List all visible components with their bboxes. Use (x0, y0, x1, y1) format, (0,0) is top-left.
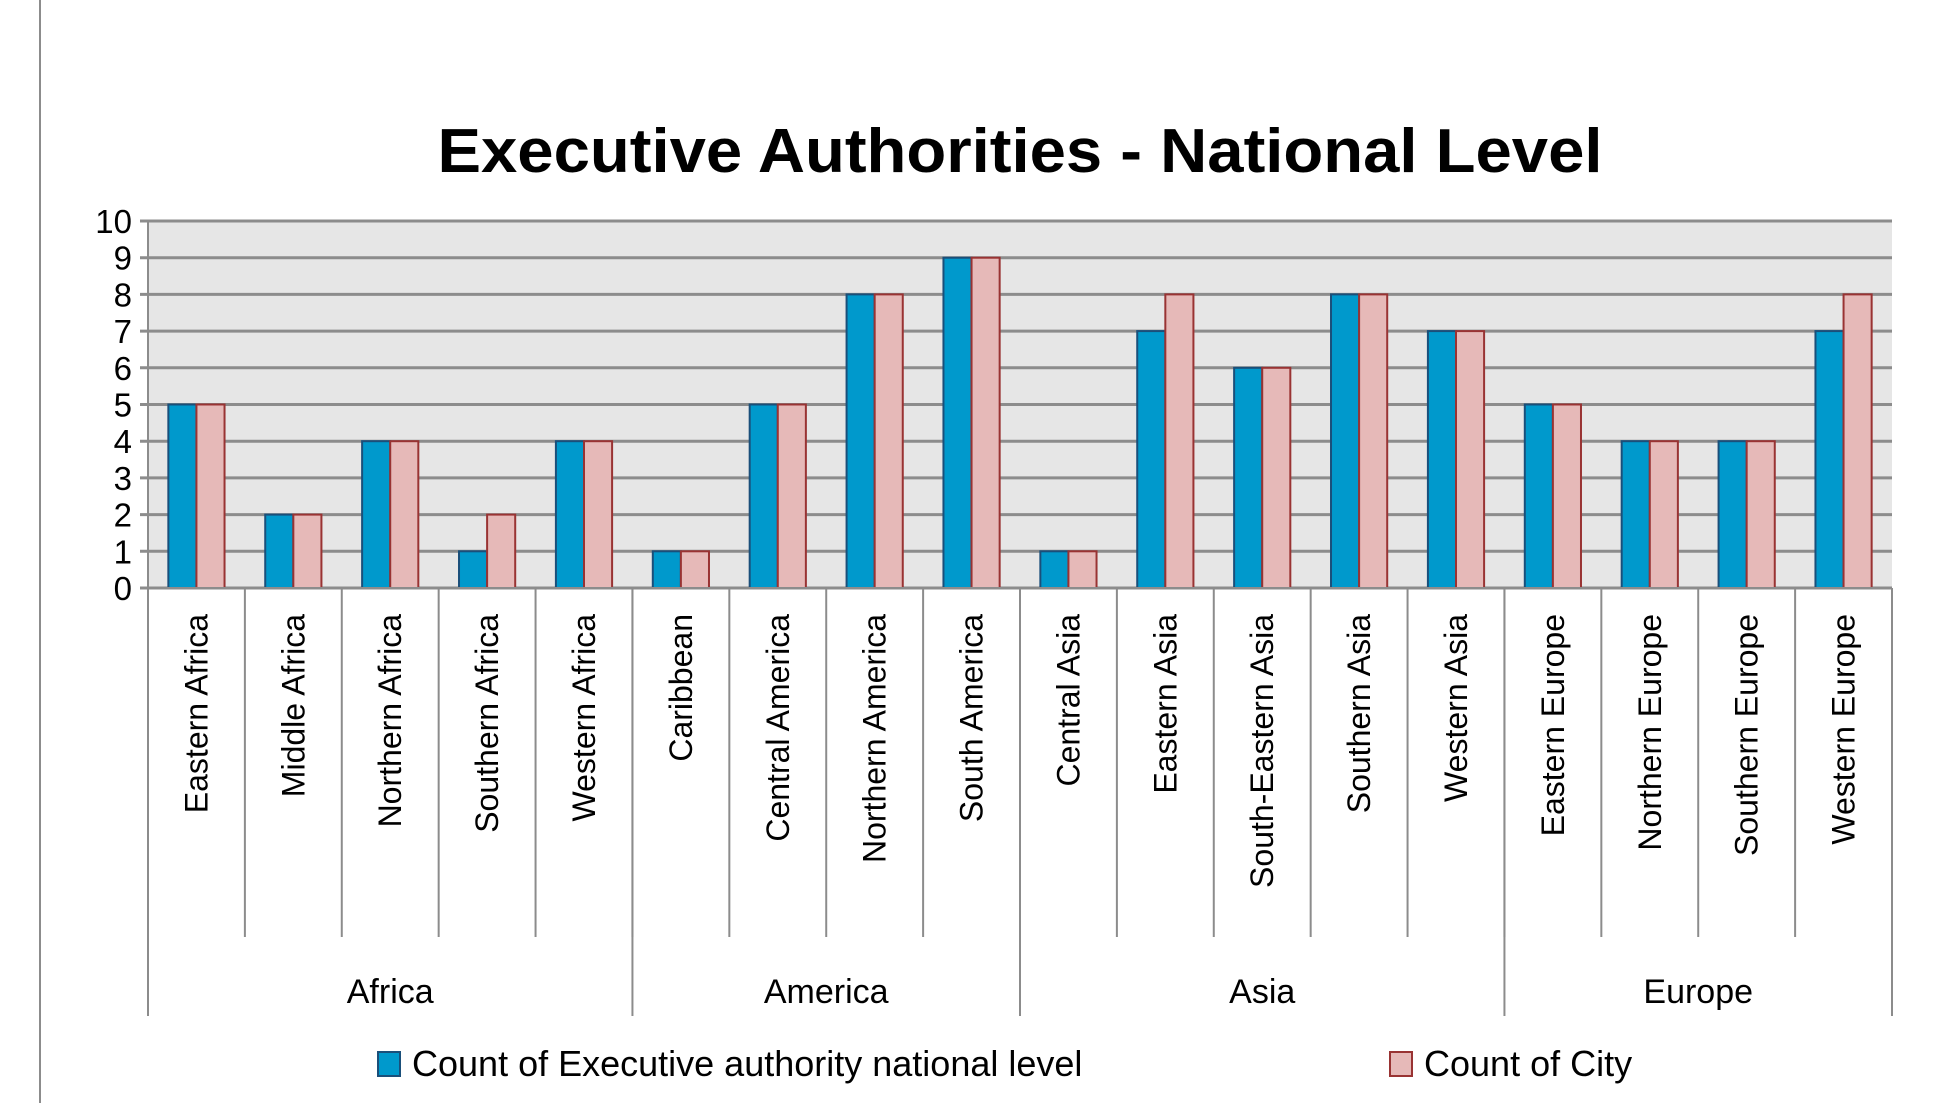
bar-executive (458, 550, 489, 589)
bar-city (1842, 293, 1873, 589)
bar-city (1067, 550, 1098, 589)
x-tick-label: Southern Africa (469, 614, 505, 833)
x-tick-label: Northern Africa (372, 614, 408, 828)
bar-executive (1620, 440, 1651, 590)
x-tick-label: Northern Europe (1632, 614, 1668, 851)
bar-executive (1039, 550, 1070, 589)
y-tick-label: 9 (114, 240, 132, 277)
legend-swatch (377, 1051, 401, 1077)
bar-city (1164, 293, 1195, 589)
bar-city (776, 403, 807, 589)
bar-city (1455, 330, 1486, 589)
x-tick-label: South America (954, 614, 990, 822)
x-tick-label: Middle Africa (275, 614, 311, 797)
y-tick-label: 0 (114, 570, 132, 607)
bar-executive (845, 293, 876, 589)
x-tick-label: Western Africa (566, 614, 602, 822)
x-tick-label: Eastern Africa (178, 614, 214, 813)
bar-executive (1523, 403, 1554, 589)
x-tick-label: Central America (760, 614, 796, 842)
bar-executive (264, 513, 295, 589)
bar-city (1745, 440, 1776, 590)
x-tick-label: Western Asia (1438, 614, 1474, 802)
legend-label: Count of Executive authority national le… (412, 1043, 1082, 1084)
bar-city (195, 403, 226, 589)
x-tick-label: Southern Asia (1341, 614, 1377, 813)
y-tick-label: 5 (114, 387, 132, 424)
y-tick-label: 8 (114, 276, 132, 313)
y-tick-label: 7 (114, 313, 132, 350)
legend-label: Count of City (1424, 1043, 1632, 1084)
x-tick-label: Western Europe (1826, 614, 1862, 845)
y-tick-label: 2 (114, 497, 132, 534)
bar-city (679, 550, 710, 589)
x-tick-label: Southern Europe (1729, 614, 1765, 856)
bar-executive (167, 403, 198, 589)
y-tick-label: 6 (114, 350, 132, 387)
bar-city (1648, 440, 1679, 590)
bar-executive (361, 440, 392, 590)
legend: Count of Executive authority national le… (377, 1043, 1632, 1084)
bar-executive (1717, 440, 1748, 590)
x-tick-label: South-Eastern Asia (1244, 614, 1280, 888)
legend-swatch (1389, 1051, 1413, 1077)
y-tick-label: 10 (95, 203, 132, 240)
group-label: Europe (1643, 973, 1753, 1011)
y-tick-label: 1 (114, 533, 132, 570)
y-tick-label: 4 (114, 423, 132, 460)
bar-city (583, 440, 614, 590)
bar-city (873, 293, 904, 589)
group-label: America (764, 973, 889, 1011)
bar-executive (1426, 330, 1457, 589)
x-tick-label: Eastern Europe (1535, 614, 1571, 836)
bar-city (389, 440, 420, 590)
bar-executive (748, 403, 779, 589)
x-tick-label: Eastern Asia (1147, 614, 1183, 794)
y-tick-label: 3 (114, 460, 132, 497)
bar-city (292, 513, 323, 589)
bar-city (1358, 293, 1389, 589)
x-tick-label: Northern America (857, 614, 893, 863)
bar-executive (1233, 366, 1264, 589)
chart-title: Executive Authorities - National Level (438, 117, 1603, 186)
bar-city (1261, 366, 1292, 589)
bar-city (1551, 403, 1582, 589)
bar-executive (1814, 330, 1845, 589)
group-label: Asia (1229, 973, 1295, 1011)
group-label: Africa (347, 973, 434, 1011)
bar-executive (554, 440, 585, 590)
bar-executive (1330, 293, 1361, 589)
x-tick-label: Central Asia (1050, 614, 1086, 787)
bar-city (486, 513, 517, 589)
bar-city (970, 256, 1001, 589)
bar-executive (942, 256, 973, 589)
x-tick-label: Caribbean (663, 614, 699, 762)
bar-executive (1136, 330, 1167, 589)
bar-executive (651, 550, 682, 589)
